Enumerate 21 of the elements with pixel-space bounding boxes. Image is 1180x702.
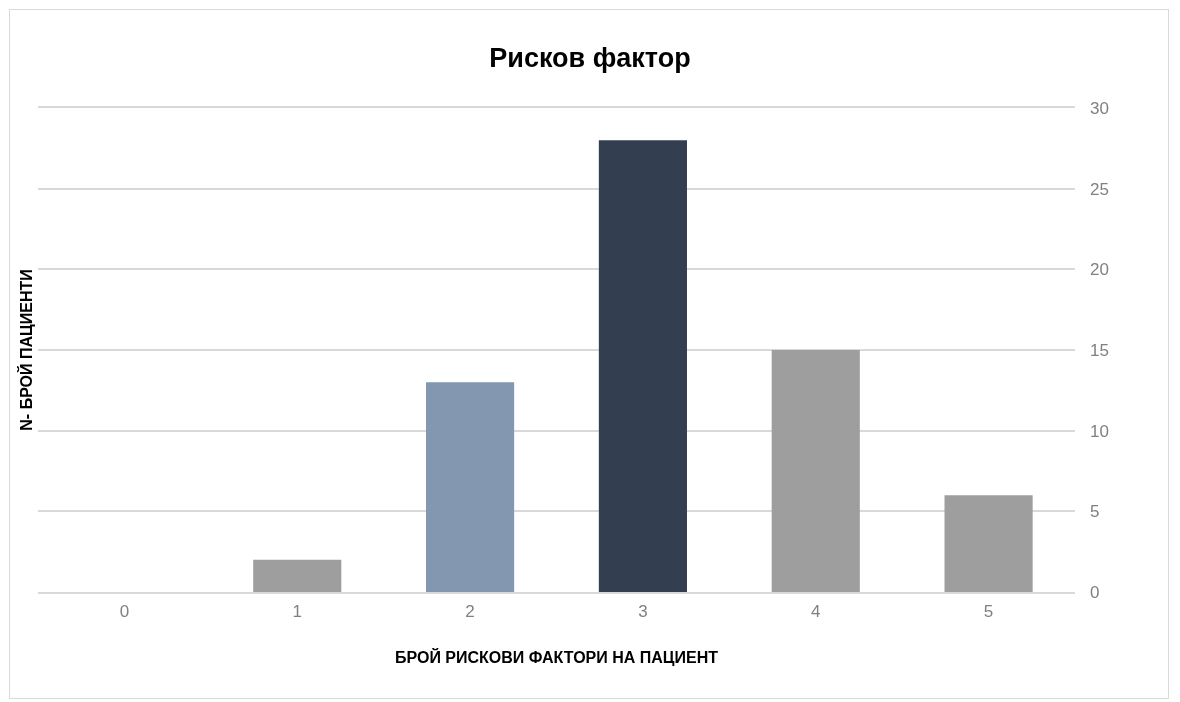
y-tick-label: 0 — [1090, 582, 1100, 602]
x-tick-label: 1 — [292, 602, 302, 622]
y-tick-label: 20 — [1090, 260, 1109, 280]
bar — [598, 140, 687, 592]
y-tick-label: 25 — [1090, 179, 1109, 199]
y-tick-label: 15 — [1090, 340, 1109, 360]
bar — [944, 495, 1033, 592]
y-tick-label: 5 — [1090, 502, 1100, 522]
x-tick-label: 0 — [119, 602, 130, 622]
chart-title: Рисков фактор — [489, 43, 691, 74]
y-tick-label: 30 — [1090, 98, 1109, 118]
bar — [771, 350, 860, 592]
y-axis-title: N- БРОЙ ПАЦИЕНТИ — [16, 269, 35, 431]
x-tick-label: 3 — [638, 602, 648, 622]
y-tick-label: 10 — [1090, 421, 1109, 441]
bar — [426, 382, 515, 592]
x-axis-title: БРОЙ РИСКОВИ ФАКТОРИ НА ПАЦИЕНТ — [395, 648, 719, 667]
x-tick-label: 4 — [811, 602, 821, 622]
x-tick-label: 5 — [983, 602, 994, 622]
bar — [253, 559, 342, 592]
x-tick-label: 2 — [465, 602, 475, 622]
